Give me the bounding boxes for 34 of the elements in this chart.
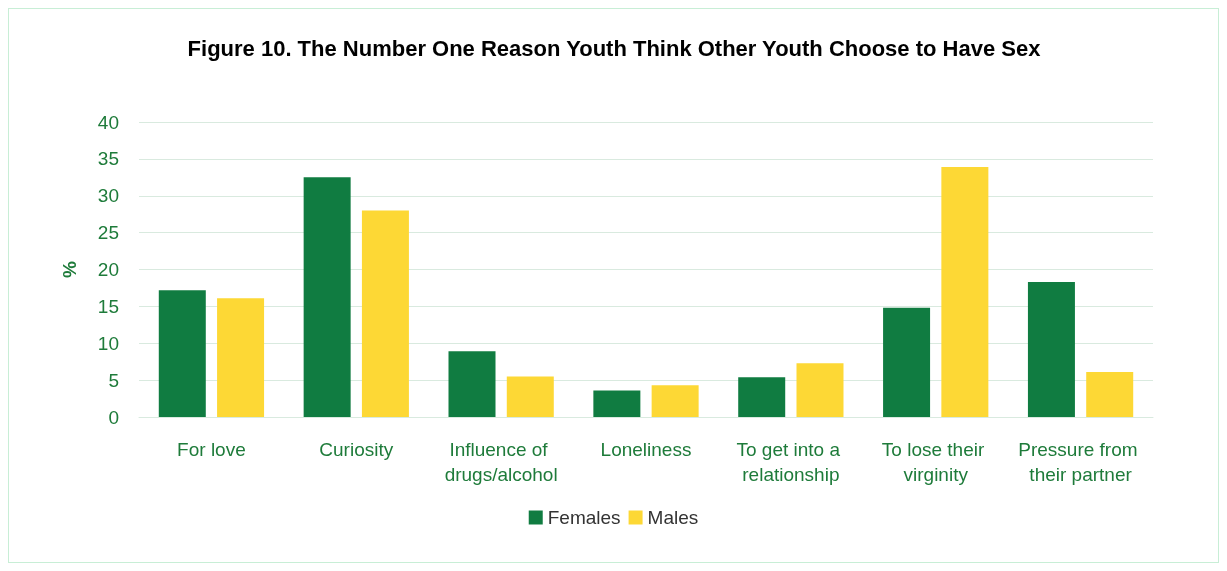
y-tick-label: 25 — [97, 222, 119, 244]
bar — [1086, 372, 1134, 417]
x-tick-label: Loneliness — [600, 439, 692, 460]
bar — [448, 351, 496, 417]
y-tick-label: 30 — [97, 185, 119, 207]
legend-label: Males — [647, 507, 699, 528]
bar — [303, 177, 351, 417]
y-tick-label: 35 — [97, 148, 119, 170]
y-tick-label: 40 — [97, 111, 119, 133]
x-tick-label: Curiosity — [319, 439, 394, 460]
bar — [738, 377, 786, 417]
x-tick-label: Pressure from their partner — [1018, 439, 1143, 485]
x-tick-label: Influence of drugs/alcohol — [444, 439, 558, 485]
bar — [361, 210, 409, 417]
chart-title: Figure 10. The Number One Reason Youth Think Other Youth Choose to Have Sex — [187, 35, 1042, 61]
legend-label: Females — [547, 507, 621, 528]
bar — [1027, 282, 1075, 417]
bar — [941, 166, 989, 417]
bar — [217, 298, 265, 417]
bar — [506, 376, 554, 417]
y-tick-label: 0 — [108, 406, 119, 428]
x-tick-label: To get into a relationship — [736, 439, 846, 485]
x-tick-label: To lose their virginity — [881, 439, 990, 485]
y-tick-label: 10 — [97, 332, 119, 354]
y-tick-label: 5 — [108, 369, 119, 391]
bar — [158, 290, 206, 417]
x-tick-label: For love — [177, 439, 246, 460]
y-tick-label: 15 — [97, 295, 119, 317]
y-tick-label: 20 — [97, 259, 119, 280]
bar — [796, 363, 844, 417]
y-axis-title: % — [59, 260, 80, 278]
bar — [651, 385, 699, 417]
bar — [883, 307, 931, 417]
bar — [593, 390, 641, 417]
